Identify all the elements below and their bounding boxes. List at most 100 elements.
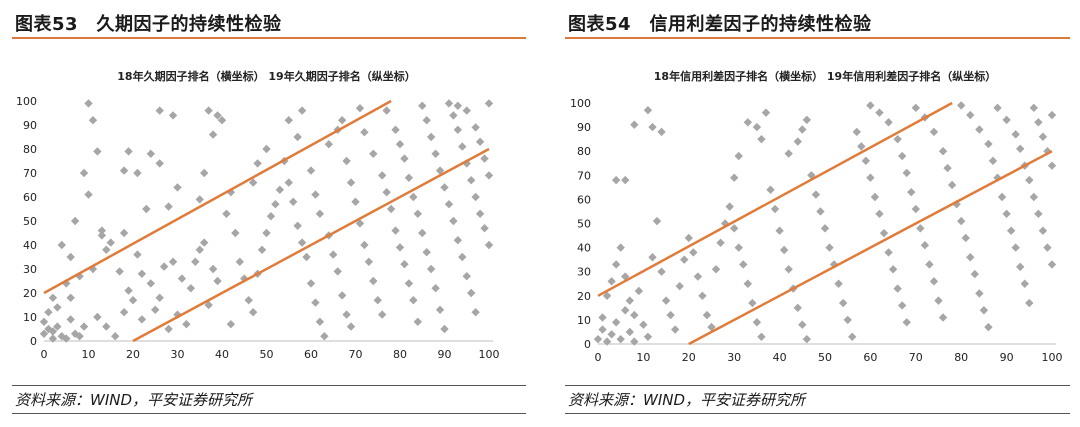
data-point bbox=[79, 322, 89, 331]
data-point bbox=[137, 315, 147, 324]
data-point bbox=[257, 245, 267, 254]
data-point bbox=[657, 267, 666, 276]
data-point bbox=[1047, 161, 1057, 170]
x-tick-label: 0 bbox=[595, 351, 602, 364]
y-tick-label: 80 bbox=[577, 145, 591, 158]
data-point bbox=[418, 228, 427, 238]
source-rule-top bbox=[12, 385, 526, 386]
data-point bbox=[204, 106, 213, 115]
data-point bbox=[1002, 209, 1011, 219]
data-point bbox=[431, 284, 440, 293]
reference-line bbox=[132, 147, 490, 343]
data-point bbox=[938, 313, 948, 322]
x-tick-label: 70 bbox=[349, 348, 363, 361]
data-point bbox=[630, 337, 639, 346]
source-note: 资料来源：WIND，平安证券研究所 bbox=[568, 391, 806, 409]
data-point bbox=[391, 125, 400, 134]
data-point bbox=[418, 101, 427, 110]
data-point bbox=[725, 202, 734, 211]
data-point bbox=[471, 308, 480, 317]
y-tick-label: 60 bbox=[23, 191, 37, 204]
data-point bbox=[475, 209, 485, 218]
x-tick-label: 10 bbox=[636, 351, 650, 364]
x-tick-label: 40 bbox=[773, 351, 787, 364]
data-point bbox=[716, 238, 725, 247]
data-point bbox=[449, 111, 458, 120]
data-point bbox=[137, 269, 147, 278]
data-point bbox=[200, 168, 209, 178]
data-point bbox=[195, 245, 204, 254]
data-point bbox=[1011, 130, 1020, 139]
data-point bbox=[284, 178, 293, 187]
data-point bbox=[204, 300, 213, 310]
data-point bbox=[630, 310, 639, 320]
data-point bbox=[861, 156, 871, 166]
data-point bbox=[124, 286, 133, 295]
data-point bbox=[947, 180, 957, 190]
data-point bbox=[440, 324, 449, 334]
data-point bbox=[155, 106, 164, 115]
data-point bbox=[324, 140, 333, 149]
data-point bbox=[820, 224, 830, 233]
data-point bbox=[293, 132, 302, 142]
data-point bbox=[611, 260, 621, 269]
y-tick-label: 70 bbox=[23, 167, 37, 180]
data-point bbox=[657, 127, 666, 137]
source-note: 资料来源：WIND，平安证券研究所 bbox=[15, 391, 253, 409]
data-point bbox=[275, 185, 285, 194]
x-tick-label: 50 bbox=[818, 351, 832, 364]
data-point bbox=[598, 325, 607, 334]
data-point bbox=[1038, 132, 1048, 141]
data-point bbox=[53, 303, 62, 312]
reference-line bbox=[597, 101, 953, 297]
source-rule-bottom bbox=[565, 413, 1070, 414]
data-point bbox=[93, 147, 102, 156]
data-point bbox=[467, 288, 476, 298]
data-point bbox=[925, 260, 934, 269]
data-point bbox=[916, 224, 925, 233]
data-point bbox=[337, 291, 347, 300]
data-point bbox=[306, 279, 316, 288]
data-point bbox=[168, 111, 178, 120]
data-point bbox=[1034, 118, 1043, 127]
data-point bbox=[369, 149, 378, 158]
data-point bbox=[961, 233, 970, 243]
data-point bbox=[943, 163, 952, 173]
data-point bbox=[142, 204, 151, 214]
data-point bbox=[484, 240, 494, 250]
data-point bbox=[444, 99, 454, 108]
data-point bbox=[200, 238, 209, 247]
data-point bbox=[271, 200, 280, 209]
data-point bbox=[458, 142, 467, 151]
data-point bbox=[173, 183, 182, 192]
data-point bbox=[757, 134, 766, 144]
y-tick-label: 60 bbox=[577, 193, 591, 206]
data-point bbox=[879, 228, 889, 238]
data-point bbox=[857, 142, 866, 151]
data-point bbox=[911, 103, 920, 113]
data-point bbox=[177, 274, 187, 283]
data-point bbox=[208, 130, 218, 139]
data-point bbox=[920, 240, 930, 250]
data-point bbox=[848, 332, 857, 341]
data-point bbox=[602, 337, 612, 346]
source-rule-top bbox=[565, 385, 1070, 386]
data-point bbox=[248, 308, 258, 317]
data-point bbox=[102, 245, 111, 254]
x-tick-label: 80 bbox=[393, 348, 407, 361]
data-point bbox=[897, 301, 907, 310]
data-point bbox=[128, 296, 138, 305]
data-point bbox=[993, 103, 1002, 113]
data-point bbox=[1002, 115, 1011, 125]
scatter-chart: 18年久期因子排名（横坐标） 19年久期因子排名（纵坐标） 0 10 20 30 40 50… bbox=[16, 69, 500, 361]
data-point bbox=[195, 195, 204, 204]
data-point bbox=[1029, 103, 1039, 113]
data-point bbox=[39, 329, 49, 338]
data-point bbox=[752, 318, 762, 327]
data-point bbox=[648, 253, 657, 262]
data-point bbox=[70, 216, 80, 226]
y-tick-label: 10 bbox=[577, 314, 591, 327]
data-point bbox=[698, 291, 707, 300]
data-point bbox=[802, 115, 812, 125]
data-point bbox=[784, 149, 793, 158]
